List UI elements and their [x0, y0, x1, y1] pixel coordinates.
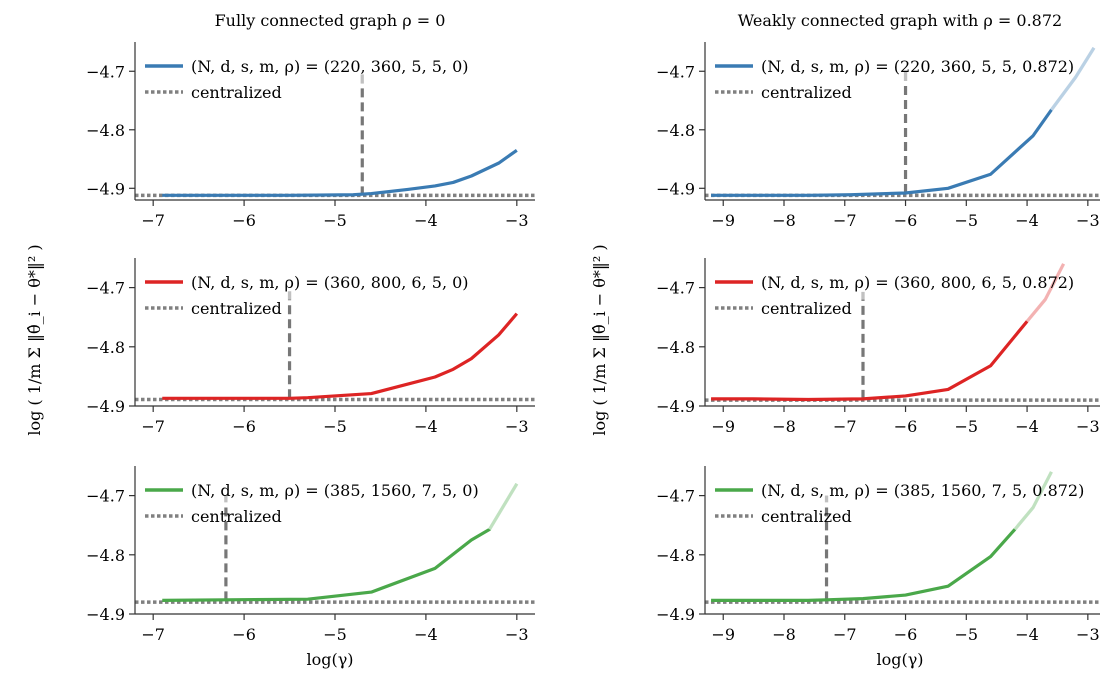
x-tick-label: −9 [711, 625, 735, 644]
x-axis-label-right: log(γ) [876, 650, 923, 669]
x-tick-label: −5 [323, 417, 347, 436]
series-line [162, 482, 519, 602]
series-line [162, 312, 519, 400]
panel-6: −9 −8 −7 −6 −5 −4 −3 −4.9 −4.8 −4.7 (N, d, s, m, ρ… [656, 466, 1100, 644]
legend-label-centralized: centralized [191, 507, 282, 526]
y-tick-label: −4.9 [86, 179, 125, 198]
legend-label-series: (N, d, s, m, ρ) = (360, 800, 6, 5, 0) [191, 273, 469, 292]
panel-1: −7 −6 −5 −4 −3 −4.9 −4.8 −4.7 (N, d, s, m, ρ) = … [86, 42, 535, 230]
plot-area [135, 482, 535, 604]
panel-4: −9 −8 −7 −6 −5 −4 −3 −4.9 −4.8 −4.7 (N, d, s, m, ρ… [656, 42, 1100, 230]
x-tick-label: −6 [894, 417, 918, 436]
x-tick-label: −5 [323, 211, 347, 230]
x-tick-label: −3 [505, 625, 529, 644]
y-tick-label: −4.8 [86, 121, 125, 140]
legend-label-centralized: centralized [761, 299, 852, 318]
y-tick-label: −4.8 [656, 121, 695, 140]
legend-label-centralized: centralized [191, 83, 282, 102]
legend-label-centralized: centralized [761, 83, 852, 102]
legend-label-centralized: centralized [761, 507, 852, 526]
x-tick-label: −6 [894, 625, 918, 644]
y-tick-label: −4.8 [656, 546, 695, 565]
legend-label-centralized: centralized [191, 299, 282, 318]
x-tick-label: −4 [414, 417, 438, 436]
y-tick-label: −4.9 [656, 397, 695, 416]
x-tick-label: −7 [141, 417, 165, 436]
x-tick-label: −3 [1076, 625, 1100, 644]
series-line-fade [1025, 263, 1066, 323]
x-tick-label: −3 [1076, 211, 1100, 230]
legend-label-series: (N, d, s, m, ρ) = (360, 800, 6, 5, 0.872… [761, 273, 1074, 292]
x-tick-label: −3 [1076, 417, 1100, 436]
plot-area [135, 71, 535, 198]
x-tick-label: −9 [711, 211, 735, 230]
y-tick-label: −4.9 [656, 179, 695, 198]
x-tick-label: −6 [232, 625, 256, 644]
y-tick-label: −4.7 [656, 279, 695, 298]
x-tick-label: −4 [1015, 211, 1039, 230]
panel-title-right: Weakly connected graph with ρ = 0.872 [738, 11, 1062, 30]
x-tick-label: −5 [323, 625, 347, 644]
y-tick-label: −4.9 [86, 605, 125, 624]
legend-label-series: (N, d, s, m, ρ) = (385, 1560, 7, 5, 0.87… [761, 481, 1084, 500]
plot-area [135, 287, 535, 402]
x-axis-label-left: log(γ) [306, 650, 353, 669]
x-tick-label: −4 [1015, 625, 1039, 644]
y-tick-label: −4.8 [656, 338, 695, 357]
x-tick-label: −7 [833, 417, 857, 436]
x-tick-label: −7 [141, 211, 165, 230]
x-tick-label: −7 [141, 625, 165, 644]
x-tick-label: −8 [772, 211, 796, 230]
y-axis-label-left: log ( 1/m Σ ‖θ̂_i − θ*‖² ) [25, 244, 44, 435]
panel-title-left: Fully connected graph ρ = 0 [215, 11, 446, 30]
x-tick-label: −4 [414, 625, 438, 644]
y-tick-label: −4.9 [86, 397, 125, 416]
x-tick-label: −7 [833, 211, 857, 230]
series-line [162, 148, 518, 197]
x-tick-label: −6 [232, 417, 256, 436]
x-tick-label: −4 [414, 211, 438, 230]
x-tick-label: −6 [894, 211, 918, 230]
y-tick-label: −4.8 [86, 546, 125, 565]
legend-label-series: (N, d, s, m, ρ) = (220, 360, 5, 5, 0) [191, 57, 469, 76]
y-tick-label: −4.7 [86, 62, 125, 81]
legend-label-series: (N, d, s, m, ρ) = (220, 360, 5, 5, 0.872… [761, 57, 1074, 76]
y-axis-label-right: log ( 1/m Σ ‖θ̂_i − θ*‖² ) [590, 244, 609, 435]
y-tick-label: −4.7 [656, 62, 695, 81]
plot-area [705, 46, 1100, 198]
legend-label-series: (N, d, s, m, ρ) = (385, 1560, 7, 5, 0) [191, 481, 479, 500]
x-tick-label: −5 [955, 625, 979, 644]
y-tick-label: −4.7 [656, 487, 695, 506]
x-tick-label: −6 [232, 211, 256, 230]
x-tick-label: −5 [955, 417, 979, 436]
x-tick-label: −9 [711, 417, 735, 436]
series-line-fade [488, 482, 519, 531]
x-tick-label: −3 [505, 417, 529, 436]
panel-3: −7 −6 −5 −4 −3 −4.9 −4.8 −4.7 (N, d, s, m, ρ) = … [86, 466, 535, 644]
y-tick-label: −4.7 [86, 487, 125, 506]
panel-5: −9 −8 −7 −6 −5 −4 −3 −4.9 −4.8 −4.7 (N, d, s, m, ρ… [656, 258, 1100, 436]
y-tick-label: −4.9 [656, 605, 695, 624]
x-tick-label: −4 [1015, 417, 1039, 436]
x-tick-label: −7 [833, 625, 857, 644]
x-tick-label: −3 [505, 211, 529, 230]
series-line-fade [1049, 46, 1096, 111]
plot-area [705, 471, 1100, 604]
x-tick-label: −5 [955, 211, 979, 230]
panel-2: −7 −6 −5 −4 −3 −4.9 −4.8 −4.7 (N, d, s, m, ρ) = … [86, 258, 535, 436]
x-tick-label: −8 [772, 417, 796, 436]
y-tick-label: −4.8 [86, 338, 125, 357]
series-line-fade [1013, 471, 1053, 531]
plot-area [705, 263, 1100, 402]
x-tick-label: −8 [772, 625, 796, 644]
y-tick-label: −4.7 [86, 279, 125, 298]
